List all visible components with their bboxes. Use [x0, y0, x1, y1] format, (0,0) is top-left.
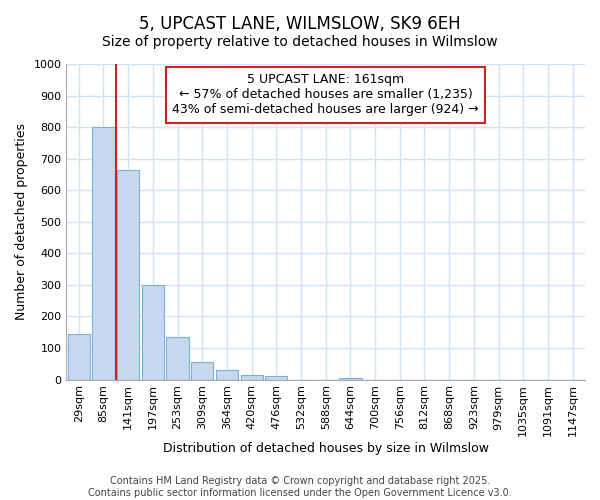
X-axis label: Distribution of detached houses by size in Wilmslow: Distribution of detached houses by size …: [163, 442, 489, 455]
Bar: [339, 378, 362, 380]
Bar: [92, 127, 115, 380]
Bar: [68, 334, 90, 380]
Text: Size of property relative to detached houses in Wilmslow: Size of property relative to detached ho…: [102, 35, 498, 49]
Bar: [241, 375, 263, 380]
Bar: [117, 170, 139, 380]
Text: 5 UPCAST LANE: 161sqm
← 57% of detached houses are smaller (1,235)
43% of semi-d: 5 UPCAST LANE: 161sqm ← 57% of detached …: [172, 74, 479, 116]
Bar: [191, 362, 214, 380]
Bar: [216, 370, 238, 380]
Text: Contains HM Land Registry data © Crown copyright and database right 2025.
Contai: Contains HM Land Registry data © Crown c…: [88, 476, 512, 498]
Text: 5, UPCAST LANE, WILMSLOW, SK9 6EH: 5, UPCAST LANE, WILMSLOW, SK9 6EH: [139, 15, 461, 33]
Bar: [166, 337, 188, 380]
Bar: [265, 376, 287, 380]
Y-axis label: Number of detached properties: Number of detached properties: [15, 124, 28, 320]
Bar: [142, 285, 164, 380]
